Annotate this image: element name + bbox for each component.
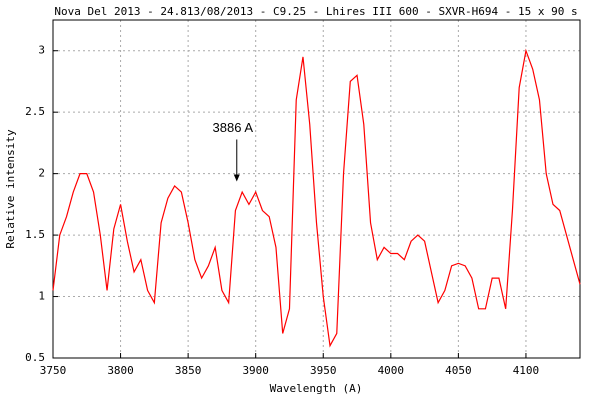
x-tick-label: 3750 — [40, 364, 67, 377]
x-tick-label: 3850 — [175, 364, 202, 377]
x-axis-label: Wavelength (A) — [270, 382, 363, 395]
chart-title: Nova Del 2013 - 24.813/08/2013 - C9.25 -… — [54, 5, 577, 18]
annotation: 3886 A — [213, 120, 254, 135]
x-tick-label: 3950 — [310, 364, 337, 377]
y-tick-label: 1 — [38, 290, 45, 303]
y-tick-label: 2 — [38, 167, 45, 180]
y-tick-label: 3 — [38, 44, 45, 57]
y-tick-label: 2.5 — [25, 105, 45, 118]
spectrum-line — [52, 48, 581, 348]
y-tick-label: 1.5 — [25, 228, 45, 241]
annotation-arrowhead — [233, 174, 240, 182]
x-tick-label: 4050 — [445, 364, 472, 377]
y-tick-label: 0.5 — [25, 351, 45, 364]
x-tick-label: 3900 — [242, 364, 269, 377]
x-tick-label: 4100 — [513, 364, 540, 377]
x-tick-label: 3800 — [107, 364, 134, 377]
plot-frame — [52, 19, 581, 359]
y-axis-label: Relative intensity — [4, 129, 17, 249]
x-tick-label: 4000 — [378, 364, 405, 377]
